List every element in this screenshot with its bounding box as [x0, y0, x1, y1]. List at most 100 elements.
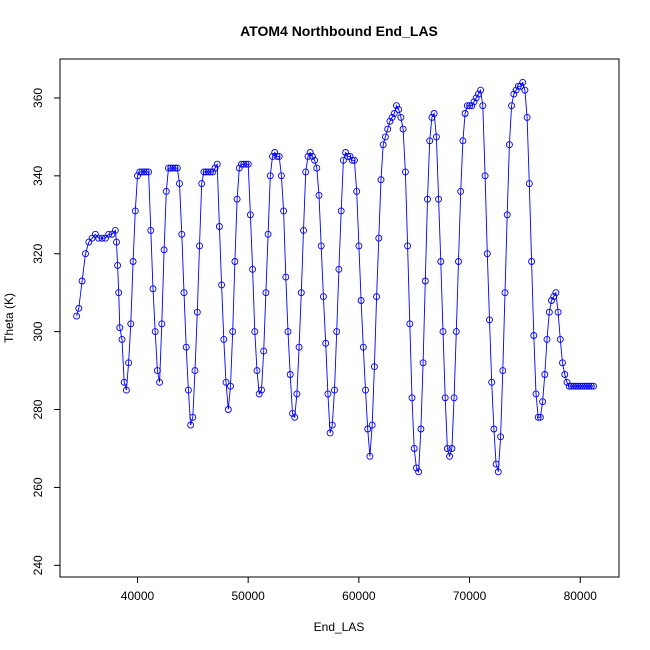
data-point	[472, 94, 480, 102]
x-tick-label: 70000	[453, 589, 487, 603]
data-point	[388, 113, 396, 121]
data-point	[129, 258, 137, 265]
data-point	[419, 359, 427, 367]
data-point	[289, 409, 296, 417]
data-point	[517, 82, 524, 90]
data-point	[222, 378, 230, 386]
data-point	[313, 164, 321, 172]
data-point	[262, 289, 270, 297]
data-point	[198, 180, 206, 188]
data-point	[574, 382, 582, 390]
y-tick-label: 240	[31, 555, 45, 575]
data-point	[331, 386, 338, 394]
data-point	[505, 141, 513, 149]
data-point	[127, 320, 135, 328]
data-point	[543, 335, 551, 343]
data-point	[202, 168, 210, 176]
data-point	[78, 277, 86, 285]
data-point	[122, 386, 130, 394]
data-point	[421, 277, 429, 285]
data-point	[426, 137, 434, 145]
data-point	[284, 328, 292, 336]
data-point	[366, 452, 374, 460]
data-point	[342, 149, 350, 156]
data-point	[545, 308, 553, 316]
data-point	[227, 382, 234, 390]
data-point	[415, 468, 423, 476]
data-point	[370, 363, 378, 371]
data-point	[315, 191, 323, 199]
data-point	[561, 371, 569, 378]
data-point	[570, 382, 578, 390]
data-point	[116, 324, 124, 332]
data-point	[249, 265, 257, 273]
data-point	[266, 172, 274, 180]
data-point	[346, 152, 354, 160]
data-point	[111, 226, 119, 234]
data-point	[184, 386, 192, 394]
data-point	[399, 125, 407, 133]
data-point	[308, 152, 316, 160]
data-point	[196, 242, 203, 250]
data-point	[280, 207, 288, 215]
data-point	[169, 164, 177, 172]
y-tick-label: 340	[31, 166, 45, 186]
data-point	[344, 152, 352, 160]
data-point	[499, 367, 507, 375]
data-point	[510, 90, 518, 98]
data-point	[364, 425, 372, 433]
plot-frame	[59, 58, 620, 578]
data-point	[191, 367, 199, 375]
data-point	[534, 413, 542, 421]
x-axis: 40000 50000 60000 70000 80000	[121, 577, 597, 603]
data-point	[355, 242, 363, 250]
data-point	[486, 316, 493, 324]
data-point	[275, 152, 283, 160]
data-point	[359, 343, 367, 351]
data-point	[490, 425, 498, 433]
data-point	[556, 335, 564, 343]
data-point	[293, 390, 301, 398]
data-point	[508, 102, 516, 110]
data-point	[432, 133, 440, 141]
data-point	[408, 394, 416, 402]
data-point	[240, 160, 248, 168]
data-point	[581, 382, 589, 390]
data-point	[565, 382, 573, 390]
data-point	[401, 168, 409, 176]
data-point	[501, 289, 509, 297]
data-point	[512, 86, 520, 94]
data-point	[497, 433, 505, 441]
data-point	[193, 308, 201, 316]
data-point	[567, 382, 575, 390]
data-point	[153, 367, 161, 375]
data-point	[563, 378, 571, 386]
data-point	[118, 335, 126, 343]
data-point	[357, 297, 365, 304]
data-point	[353, 187, 361, 195]
data-point	[455, 258, 462, 265]
data-point	[583, 382, 591, 390]
data-point	[590, 382, 597, 390]
data-point	[368, 421, 376, 429]
data-point	[200, 168, 208, 176]
data-point	[528, 258, 536, 265]
data-point	[317, 242, 325, 250]
data-point	[452, 328, 460, 336]
data-point	[251, 328, 259, 336]
data-point	[525, 180, 533, 188]
data-point	[131, 207, 139, 215]
data-point	[435, 195, 443, 203]
data-point	[189, 413, 197, 421]
data-point	[176, 180, 183, 188]
y-tick-label: 260	[31, 477, 45, 497]
data-point	[362, 386, 369, 394]
data-point	[572, 382, 580, 390]
data-point	[548, 297, 555, 304]
y-tick-label: 280	[31, 399, 45, 419]
data-point	[481, 172, 489, 180]
data-point	[514, 82, 522, 90]
data-point	[282, 273, 290, 281]
data-point	[229, 328, 237, 336]
data-point	[335, 265, 343, 273]
